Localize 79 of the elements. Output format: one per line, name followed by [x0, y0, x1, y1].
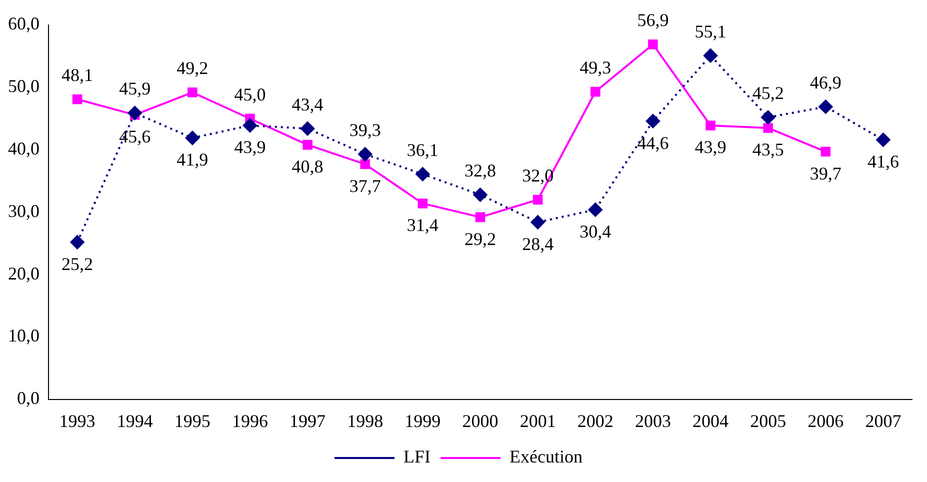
point: [588, 202, 602, 217]
x-tick-label: 1994: [116, 410, 153, 431]
point: [300, 122, 315, 136]
point: [360, 159, 370, 170]
x-tick-label: 2006: [808, 410, 844, 431]
point: [188, 88, 198, 98]
x-tick-label: 2005: [750, 410, 786, 431]
data-label: 31,4: [406, 215, 438, 236]
data-label: 43,5: [752, 140, 784, 160]
data-label: 56,9: [637, 10, 669, 30]
x-tick-label: 2007: [865, 410, 902, 431]
x-tick-label: 2004: [692, 410, 729, 431]
data-label: 41,9: [176, 150, 208, 170]
point: [706, 120, 716, 130]
point: [704, 48, 718, 63]
legend-label: Exécution: [510, 446, 582, 467]
point: [761, 110, 776, 124]
x-tick-label: 1999: [404, 410, 441, 431]
point: [128, 106, 142, 120]
x-tick-label: 2001: [520, 410, 556, 431]
data-label: 41,6: [867, 152, 899, 172]
point: [646, 114, 660, 128]
data-label: 32,8: [464, 160, 496, 180]
point: [418, 198, 428, 208]
data-label: 48,1: [62, 64, 94, 85]
x-tick-label: 1996: [232, 410, 268, 431]
x-tick-label: 1997: [290, 410, 326, 431]
data-label: 45,9: [119, 78, 151, 99]
point: [648, 39, 658, 50]
x-tick-label: 2000: [462, 410, 498, 431]
point: [416, 167, 430, 182]
y-tick-label: 50,0: [8, 76, 40, 96]
x-tick-label: 1998: [347, 410, 384, 431]
data-label: 37,7: [349, 176, 381, 196]
point: [473, 188, 488, 202]
data-label: 39,7: [810, 163, 842, 184]
point: [72, 94, 82, 104]
data-label: 43,9: [234, 137, 266, 158]
data-label: 30,4: [580, 221, 612, 242]
data-label: 49,2: [176, 58, 208, 78]
y-tick-label: 10,0: [8, 326, 40, 346]
y-tick-label: 20,0: [8, 263, 40, 284]
point: [358, 147, 372, 162]
data-label: 28,4: [522, 234, 554, 254]
y-tick-label: 60,0: [8, 14, 40, 34]
data-label: 45,0: [234, 84, 266, 104]
y-tick-label: 40,0: [8, 138, 40, 159]
point: [532, 194, 543, 205]
point: [302, 140, 312, 150]
data-label: 45,2: [752, 83, 784, 104]
data-label: 49,3: [580, 58, 612, 78]
point: [185, 130, 200, 145]
point: [763, 123, 773, 133]
x-tick-label: 1993: [59, 410, 96, 431]
data-label: 40,8: [292, 156, 324, 177]
y-tick-label: 30,0: [8, 200, 40, 221]
data-label: 43,9: [694, 137, 726, 158]
point: [876, 132, 890, 147]
data-label: 45,6: [119, 126, 151, 147]
data-label: 46,9: [810, 72, 842, 92]
point: [820, 146, 831, 157]
point: [530, 215, 545, 230]
point: [475, 212, 486, 222]
data-label: 44,6: [637, 132, 669, 153]
legend-label: LFI: [404, 446, 431, 467]
point: [818, 100, 833, 114]
point: [70, 235, 84, 250]
data-label: 39,3: [349, 120, 381, 140]
point: [242, 118, 257, 132]
data-label: 43,4: [292, 94, 324, 114]
data-label: 29,2: [464, 228, 496, 249]
x-tick-label: 2002: [577, 410, 614, 431]
data-label: 55,1: [694, 21, 726, 42]
data-label: 25,2: [62, 254, 94, 274]
point: [590, 86, 600, 97]
data-label: 36,1: [406, 140, 438, 160]
x-tick-label: 1995: [174, 410, 210, 431]
x-tick-label: 2003: [634, 410, 671, 431]
y-tick-label: 0,0: [17, 388, 40, 408]
